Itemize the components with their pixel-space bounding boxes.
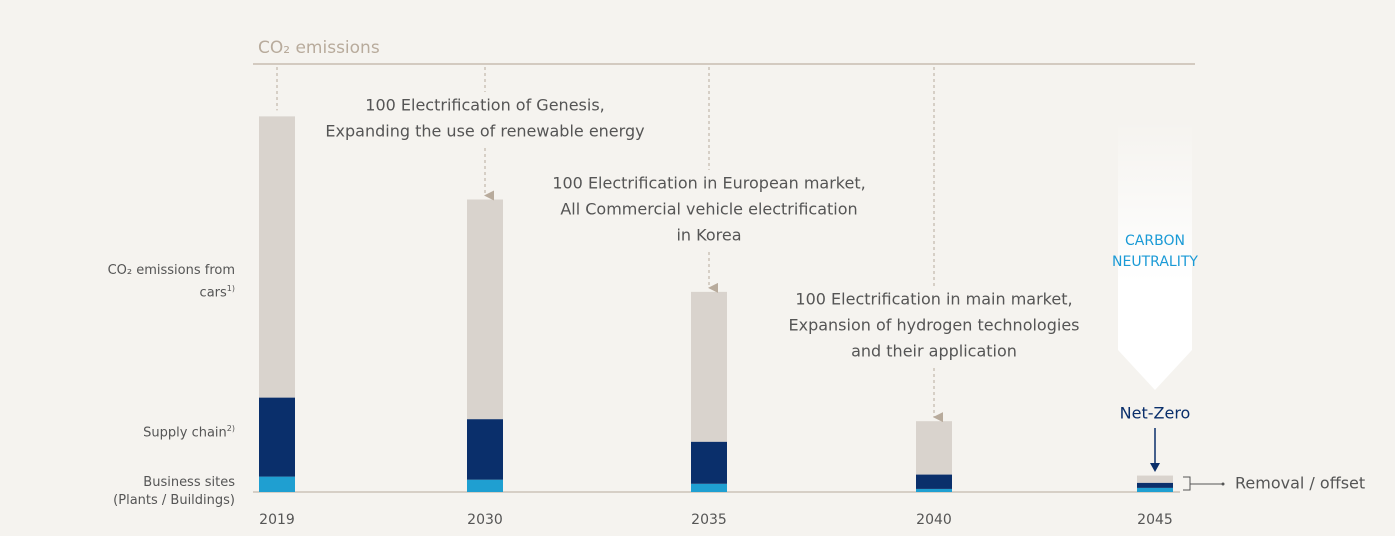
bar-segment <box>916 421 952 475</box>
annotation: 100 Electrification in European market, <box>552 174 865 193</box>
chart-title: CO₂ emissions <box>258 38 380 58</box>
x-tick-label: 2040 <box>916 512 952 528</box>
bracket-dot <box>1221 482 1225 486</box>
neutrality-arrow <box>1118 120 1192 390</box>
annotation: and their application <box>851 342 1017 361</box>
x-tick-label: 2030 <box>467 512 503 528</box>
bar-segment <box>259 476 295 492</box>
bar-segment <box>467 419 503 480</box>
bar-segment <box>691 483 727 492</box>
bar-segment <box>1137 487 1173 492</box>
bar-segment <box>259 397 295 477</box>
bar-segment <box>467 199 503 420</box>
bar-segment <box>916 474 952 489</box>
annotation: 100 Electrification in main market, <box>795 290 1072 309</box>
legend-text: Business sites (Plants / Buildings) <box>113 475 235 508</box>
highlight: CARBON <box>1125 233 1185 249</box>
bracket <box>1183 476 1222 491</box>
bar-segment <box>916 488 952 492</box>
legend-label: Business sites (Plants / Buildings) <box>105 474 235 510</box>
legend-text: CO₂ emissions from cars <box>107 263 235 301</box>
x-tick-label: 2019 <box>259 512 295 528</box>
bar-segment <box>691 291 727 442</box>
highlight: NEUTRALITY <box>1112 254 1198 270</box>
annotation: 100 Electrification of Genesis, <box>365 96 604 115</box>
footnote: 1) <box>226 284 235 293</box>
legend-text: Supply chain <box>143 425 227 441</box>
annotation: in Korea <box>676 226 741 245</box>
net-zero-head <box>1150 463 1160 472</box>
bar-segment <box>259 116 295 398</box>
offset-label: Removal / offset <box>1235 474 1365 493</box>
net-zero: Net-Zero <box>1120 404 1191 423</box>
x-tick-label: 2045 <box>1137 512 1173 528</box>
legend-label: Supply chain2) <box>95 420 235 442</box>
annotation: All Commercial vehicle electrification <box>560 200 857 219</box>
bar-segment <box>1137 475 1173 483</box>
legend-label: CO₂ emissions from cars1) <box>105 262 235 302</box>
x-tick-label: 2035 <box>691 512 727 528</box>
bar-segment <box>467 479 503 492</box>
bar-segment <box>691 441 727 484</box>
annotation: Expansion of hydrogen technologies <box>789 316 1080 335</box>
footnote: 2) <box>226 424 235 433</box>
bar-segment <box>1137 482 1173 488</box>
annotation: Expanding the use of renewable energy <box>325 122 644 141</box>
